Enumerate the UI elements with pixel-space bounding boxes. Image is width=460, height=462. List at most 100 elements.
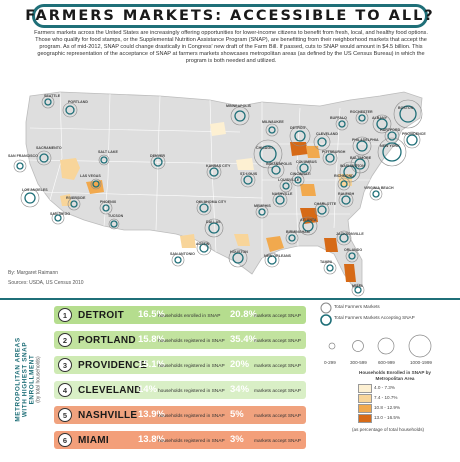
market-snap-circle bbox=[317, 137, 327, 147]
snap-percent: 13.8% bbox=[138, 434, 165, 445]
market-total-circle bbox=[51, 211, 65, 225]
city-label-hartford: HARTFORD bbox=[380, 128, 401, 132]
market-snap-circle bbox=[299, 163, 309, 173]
market-total-circle bbox=[351, 283, 365, 297]
city-label-richmond: RICHMOND bbox=[334, 174, 354, 178]
sources-credit: Sources: USDA, US Census 2010 bbox=[8, 280, 84, 286]
market-total-circle bbox=[323, 261, 337, 275]
legend-size-1: 0-299 bbox=[324, 360, 336, 365]
market-snap-circle bbox=[376, 118, 388, 130]
markets-percent-label: markets accept SNAP bbox=[254, 389, 301, 394]
map-legend: Total Farmers Markets Total Farmers Mark… bbox=[318, 300, 460, 462]
market-total-circle bbox=[196, 200, 212, 216]
city-label-san-francisco: SAN FRANCISCO bbox=[8, 154, 38, 158]
city-label-albany: ALBANY bbox=[372, 116, 387, 120]
market-bubbles bbox=[13, 95, 423, 297]
market-snap-circle bbox=[209, 167, 219, 177]
legend-total-label: Total Farmers Markets bbox=[334, 304, 380, 309]
snap-percent: 16.5% bbox=[138, 309, 165, 320]
legend-swatch-3 bbox=[358, 404, 372, 413]
market-snap-circle bbox=[234, 110, 246, 122]
market-total-circle bbox=[403, 131, 421, 149]
side-label-line3: (by total households) bbox=[35, 356, 42, 403]
legend-size-2: 300-599 bbox=[350, 360, 367, 365]
city-label-los-angeles: LOS ANGELES bbox=[22, 188, 48, 192]
us-outline bbox=[25, 91, 423, 289]
city-label-memphis: MEMPHIS bbox=[254, 204, 271, 208]
market-total-circle bbox=[279, 179, 293, 193]
rank-number: 5 bbox=[58, 408, 72, 422]
market-snap-circle bbox=[372, 190, 380, 198]
legend-class-1: 4.0 - 7.3% bbox=[374, 385, 395, 390]
rank-number: 6 bbox=[58, 433, 72, 447]
legend-total-circle bbox=[320, 302, 332, 314]
market-total-circle bbox=[296, 160, 312, 176]
market-snap-circle bbox=[382, 142, 402, 162]
city-label-miami: MIAMI bbox=[352, 284, 363, 288]
market-snap-circle bbox=[406, 134, 418, 146]
state-borders bbox=[27, 91, 384, 258]
markets-percent: 5% bbox=[230, 409, 244, 420]
city-label-denver: DENVER bbox=[150, 154, 165, 158]
us-map: SEATTLE PORTLAND SACRAMENTO SAN FRANCISC… bbox=[0, 88, 460, 298]
city-label-cleveland: CLEVELAND bbox=[316, 132, 338, 136]
market-total-circle bbox=[67, 197, 81, 211]
city-label-kansas-city: KANSAS CITY bbox=[206, 164, 231, 168]
market-total-circle bbox=[338, 192, 354, 208]
market-snap-circle bbox=[54, 214, 62, 222]
page-title: FARMERS MARKETS: ACCESSIBLE TO ALL? bbox=[25, 8, 435, 24]
rank-number: 3 bbox=[58, 358, 72, 372]
legend-graphic bbox=[320, 302, 432, 358]
market-total-circle bbox=[372, 114, 392, 134]
market-total-circle bbox=[322, 150, 338, 166]
city-label-las-vegas: LAS VEGAS bbox=[80, 174, 101, 178]
market-snap-circle bbox=[243, 175, 253, 185]
snap-percent-label: households registered in SNAP bbox=[158, 364, 225, 369]
rank-city: NASHVILLE bbox=[78, 409, 138, 421]
markets-percent-label: markets accept SNAP bbox=[254, 339, 301, 344]
market-snap-circle bbox=[275, 195, 285, 205]
market-snap-circle bbox=[24, 192, 36, 204]
snap-percent-label: households registered in SNAP bbox=[158, 339, 225, 344]
city-label-detroit: DETROIT bbox=[290, 126, 306, 130]
market-snap-circle bbox=[317, 205, 327, 215]
market-snap-circle bbox=[343, 165, 357, 179]
market-total-circle bbox=[298, 216, 318, 236]
snap-percent-label: households registered in SNAP bbox=[158, 414, 225, 419]
ranking-row-nashville: 5 NASHVILLE 13.9% households registered in … bbox=[54, 406, 306, 424]
city-label-baltimore: BALTIMORE bbox=[350, 156, 372, 160]
city-label-minneapolis: MINNEAPOLIS bbox=[226, 104, 251, 108]
market-total-circle bbox=[36, 150, 52, 166]
market-total-circle bbox=[230, 106, 250, 126]
market-total-circle bbox=[345, 249, 359, 263]
city-label-charlotte: CHARLOTTE bbox=[314, 202, 337, 206]
side-label-line1: METROPOLITAN AREAS bbox=[14, 337, 22, 422]
market-snap-circle bbox=[387, 131, 397, 141]
market-snap-circle bbox=[348, 252, 356, 260]
snap-percent-label: households registered in SNAP bbox=[158, 389, 225, 394]
market-snap-circle bbox=[268, 126, 276, 134]
city-label-boston: BOSTON bbox=[398, 106, 414, 110]
rank-number: 4 bbox=[58, 383, 72, 397]
legend-swatch-4 bbox=[358, 414, 372, 423]
market-total-circle bbox=[265, 123, 279, 137]
intro-paragraph: Farmers markets across the United States… bbox=[34, 30, 428, 64]
rank-city: PROVIDENCE bbox=[78, 359, 148, 371]
city-label-milwaukee: MILWAUKEE bbox=[262, 120, 284, 124]
markets-percent: 20% bbox=[230, 359, 250, 370]
market-total-circle bbox=[240, 172, 256, 188]
legend-swatch-1 bbox=[358, 384, 372, 393]
market-snap-circle bbox=[92, 180, 100, 188]
title-banner: FARMERS MARKETS: ACCESSIBLE TO ALL? bbox=[25, 4, 433, 28]
city-label-jacksonville: JACKSONVILLE bbox=[336, 232, 364, 236]
city-label-virginia-beach: VIRGINIA BEACH bbox=[364, 186, 394, 190]
city-label-orlando: ORLANDO bbox=[344, 248, 363, 252]
market-total-circle bbox=[291, 173, 305, 187]
market-total-circle bbox=[337, 177, 351, 191]
legend-size-4: 1000-1999 bbox=[410, 360, 432, 365]
markets-percent-label: markets accept SNAP bbox=[254, 314, 301, 319]
legend-snap-title: Households Enrolled in SNAP by Metropoli… bbox=[359, 370, 431, 381]
legend-snap-label: Total Farmers Markets Accepting SNAP bbox=[334, 315, 415, 320]
market-total-circle bbox=[41, 95, 55, 109]
